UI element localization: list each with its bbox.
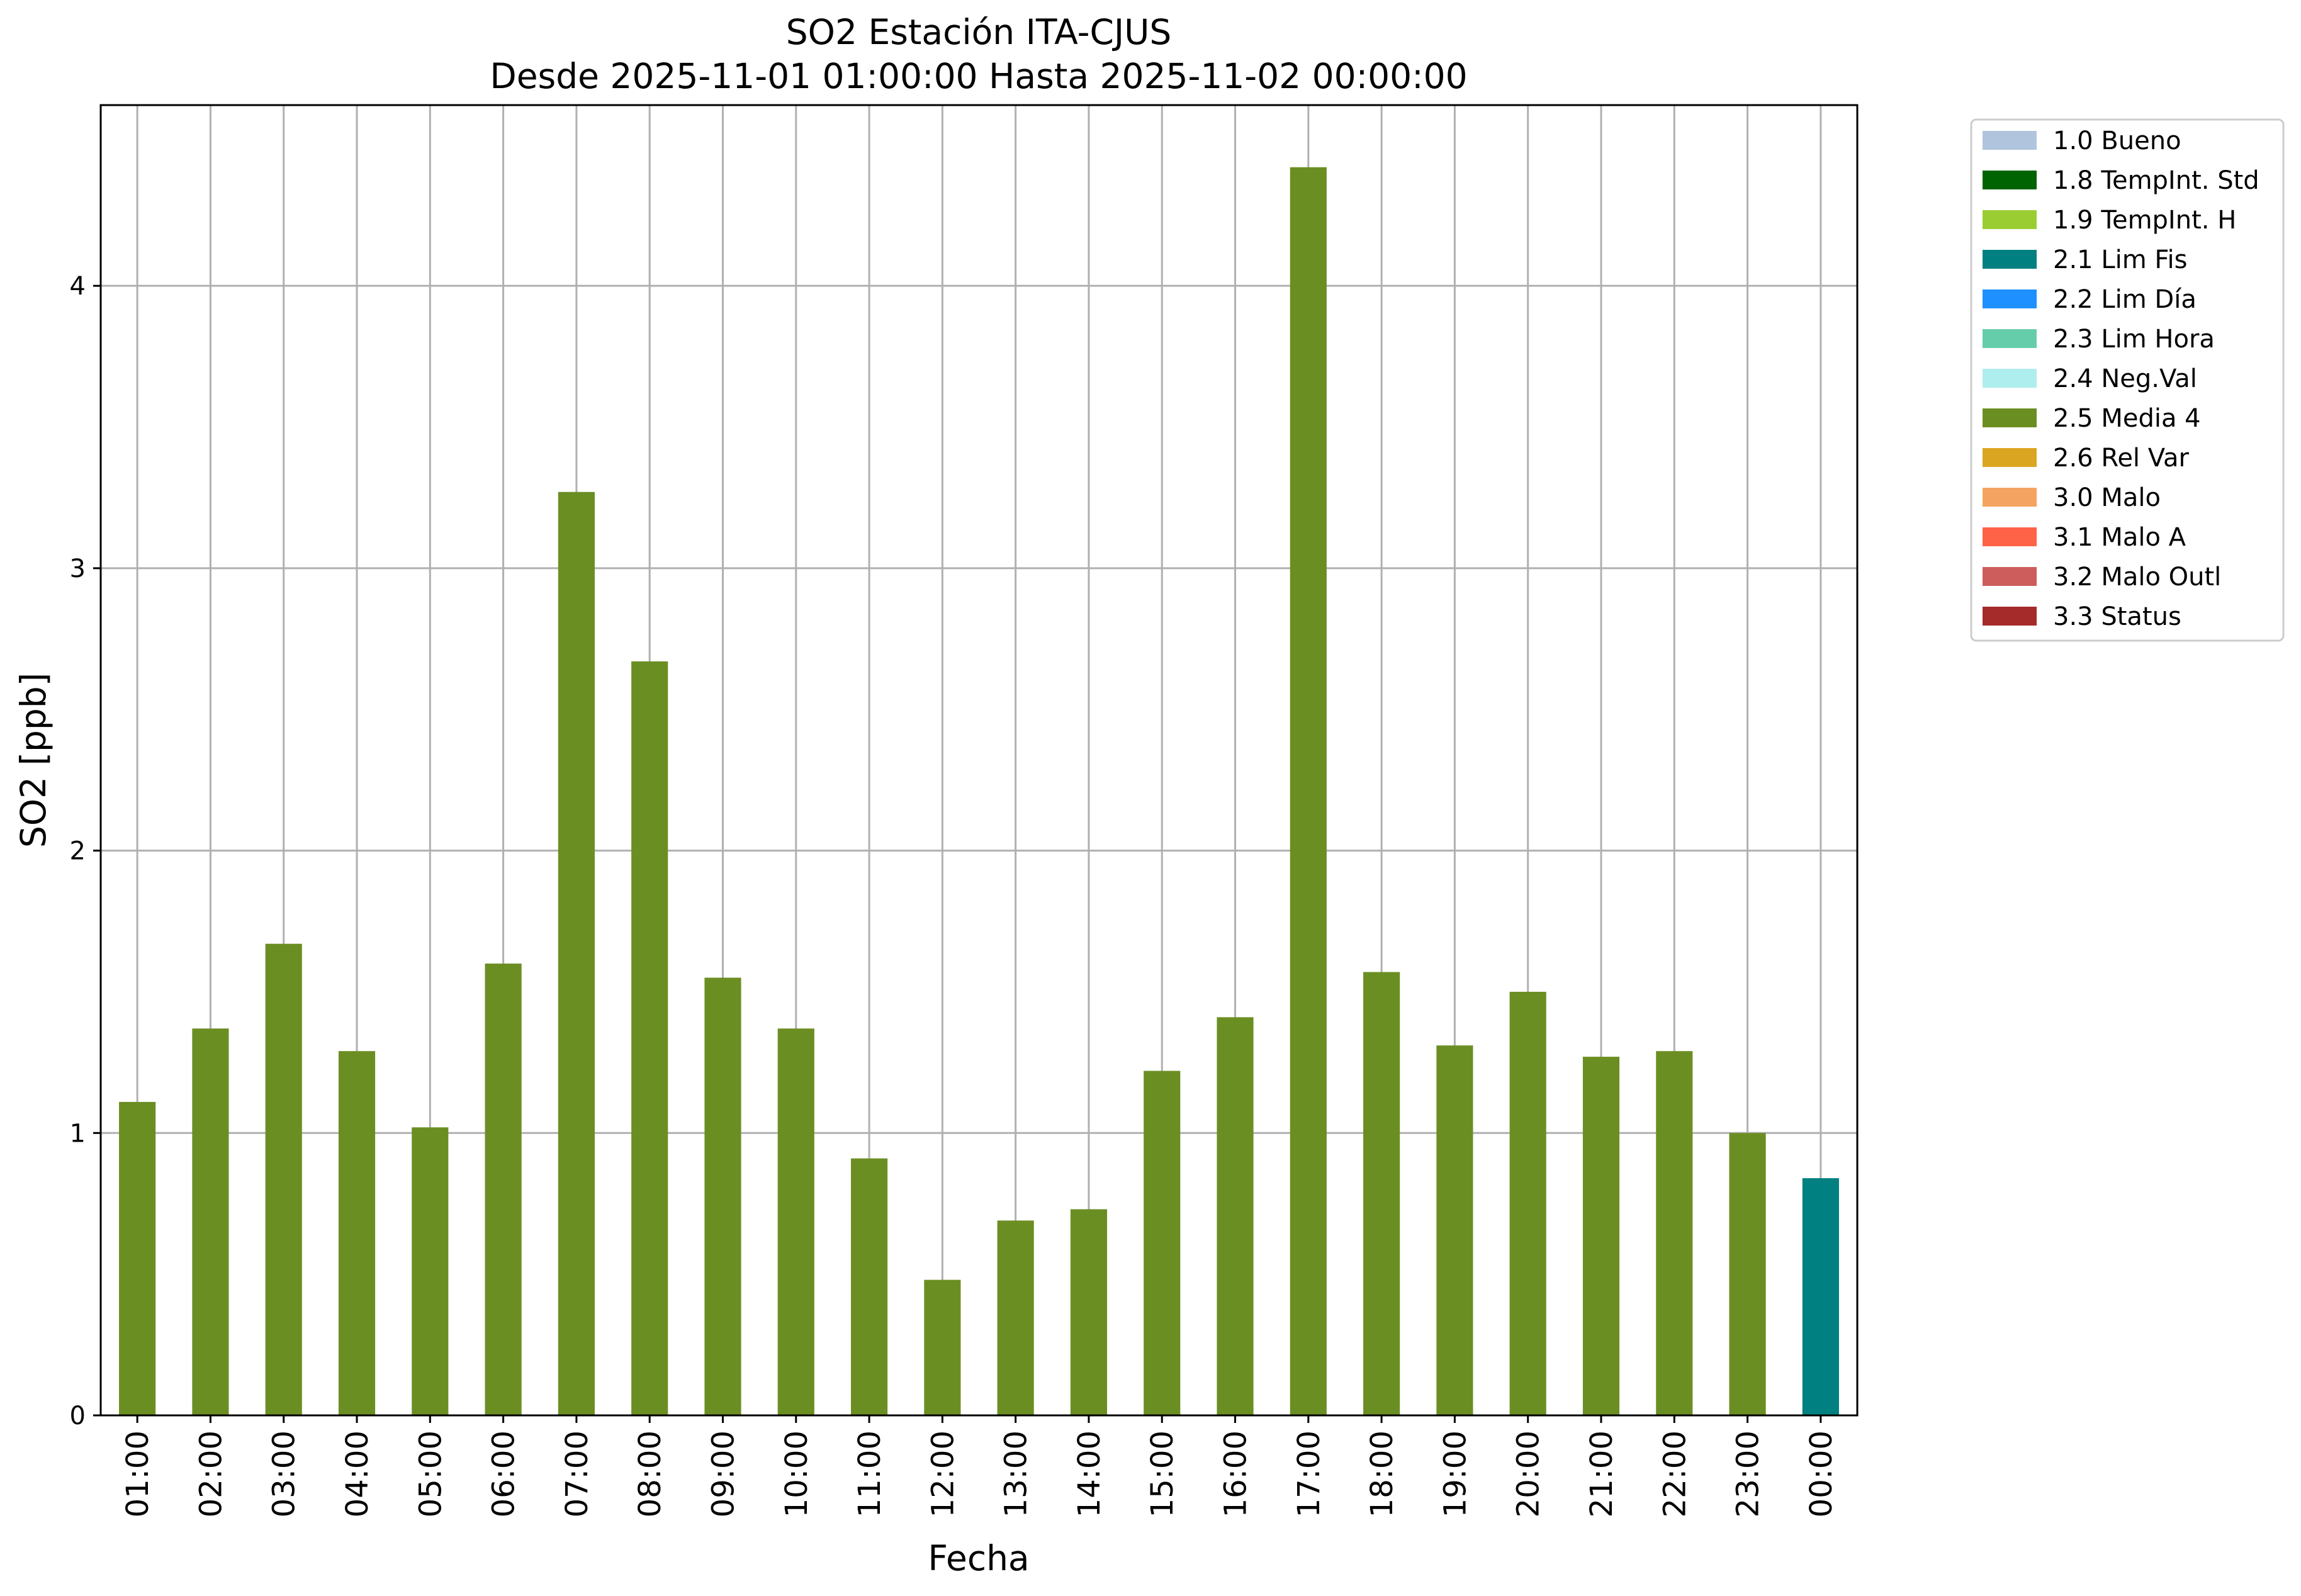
- legend-swatch: [1983, 329, 2037, 348]
- bar-1800: [1363, 972, 1400, 1415]
- bar-0400: [338, 1051, 376, 1415]
- x-tick-label: 10:00: [779, 1430, 814, 1517]
- bar-0300: [265, 943, 302, 1415]
- bar-0700: [558, 492, 595, 1415]
- y-tick-label: 4: [70, 272, 86, 301]
- bar-1900: [1436, 1045, 1473, 1415]
- x-tick-label: 21:00: [1584, 1430, 1619, 1517]
- legend-label: 3.3 Status: [2053, 602, 2181, 631]
- bar-1300: [997, 1220, 1034, 1415]
- x-tick-label: 07:00: [560, 1430, 595, 1517]
- x-tick-label: 02:00: [193, 1430, 228, 1517]
- legend-label: 3.2 Malo Outl: [2053, 563, 2221, 592]
- y-tick-label: 3: [70, 554, 86, 583]
- bar-1200: [924, 1279, 961, 1415]
- bar-1100: [850, 1158, 888, 1415]
- x-tick-label: 04:00: [340, 1430, 375, 1517]
- legend-swatch: [1983, 527, 2037, 546]
- bar-0200: [192, 1028, 229, 1415]
- chart-title: SO2 Estación ITA-CJUS: [786, 12, 1171, 52]
- x-tick-label: 13:00: [999, 1430, 1034, 1517]
- bar-0800: [631, 661, 668, 1415]
- x-tick-label: 12:00: [925, 1430, 960, 1517]
- legend-swatch: [1983, 369, 2037, 388]
- legend-label: 2.6 Rel Var: [2053, 444, 2190, 473]
- y-tick-label: 2: [70, 837, 86, 866]
- bar-2100: [1582, 1057, 1620, 1415]
- x-axis-label: Fecha: [928, 1538, 1029, 1578]
- legend-label: 3.1 Malo A: [2053, 523, 2186, 552]
- bar-0600: [485, 964, 522, 1415]
- bar-0000: [1802, 1178, 1839, 1415]
- legend-label: 2.2 Lim Día: [2053, 285, 2197, 314]
- x-tick-label: 22:00: [1657, 1430, 1692, 1517]
- x-tick-label: 20:00: [1511, 1430, 1546, 1517]
- y-tick-label: 1: [70, 1119, 86, 1148]
- y-axis: 0 1 2 3 4: [70, 272, 101, 1430]
- x-tick-label: 18:00: [1364, 1430, 1400, 1517]
- x-tick-label: 17:00: [1291, 1430, 1327, 1517]
- y-axis-label: SO2 [ppb]: [13, 673, 53, 848]
- x-tick-label: 08:00: [633, 1430, 668, 1517]
- x-tick-label: 00:00: [1804, 1430, 1839, 1517]
- legend-box: [1970, 118, 2285, 642]
- legend-swatch: [1983, 488, 2037, 507]
- bar-1400: [1070, 1209, 1108, 1415]
- y-tick-label: 0: [70, 1402, 86, 1430]
- bar-2000: [1509, 991, 1546, 1415]
- legend-swatch: [1983, 408, 2037, 427]
- bar-0100: [119, 1101, 156, 1415]
- legend-label: 2.5 Media 4: [2053, 404, 2201, 433]
- x-tick-label: 03:00: [267, 1430, 302, 1517]
- x-tick-label: 05:00: [413, 1430, 448, 1517]
- x-tick-label: 06:00: [487, 1430, 522, 1517]
- x-tick-label: 01:00: [120, 1430, 155, 1517]
- legend-swatch: [1983, 289, 2037, 308]
- x-tick-label: 19:00: [1437, 1430, 1473, 1517]
- legend-swatch: [1983, 250, 2037, 269]
- bar-0500: [412, 1127, 449, 1415]
- legend-swatch: [1983, 131, 2037, 150]
- bar-1600: [1217, 1017, 1254, 1415]
- legend-label: 1.8 TempInt. Std: [2053, 166, 2259, 195]
- x-tick-label: 11:00: [852, 1430, 887, 1517]
- plot-frame: [99, 104, 1859, 1417]
- legend-swatch: [1983, 567, 2037, 586]
- legend-label: 1.0 Bueno: [2053, 126, 2181, 155]
- x-tick-label: 23:00: [1731, 1430, 1766, 1517]
- x-axis: 01:00 02:00 03:00 04:00 05:00 06:00 07:00 08:00…: [120, 1415, 1839, 1517]
- x-tick-label: 14:00: [1072, 1430, 1107, 1517]
- legend-label: 2.4 Neg.Val: [2053, 364, 2197, 393]
- bar-0900: [704, 977, 741, 1415]
- bar-1700: [1290, 167, 1327, 1415]
- legend: 1.0 Bueno 1.8 TempInt. Std 1.9 TempInt. H 2…: [1970, 118, 2285, 642]
- legend-label: 3.0 Malo: [2053, 483, 2161, 512]
- bar-2200: [1656, 1051, 1693, 1415]
- bar-1500: [1144, 1071, 1181, 1415]
- legend-swatch: [1983, 171, 2037, 189]
- x-tick-label: 15:00: [1145, 1430, 1180, 1517]
- legend-swatch: [1983, 448, 2037, 467]
- bars: [119, 167, 1839, 1415]
- bar-2300: [1729, 1133, 1766, 1415]
- legend-swatch: [1983, 607, 2037, 626]
- x-tick-label: 16:00: [1218, 1430, 1254, 1517]
- legend-swatch: [1983, 210, 2037, 229]
- bar-1000: [777, 1028, 814, 1415]
- legend-label: 1.9 TempInt. H: [2053, 206, 2236, 235]
- x-tick-label: 09:00: [706, 1430, 741, 1517]
- legend-label: 2.3 Lim Hora: [2053, 325, 2215, 354]
- chart-subtitle: Desde 2025-11-01 01:00:00 Hasta 2025-11-…: [490, 56, 1467, 96]
- legend-label: 2.1 Lim Fis: [2053, 245, 2187, 274]
